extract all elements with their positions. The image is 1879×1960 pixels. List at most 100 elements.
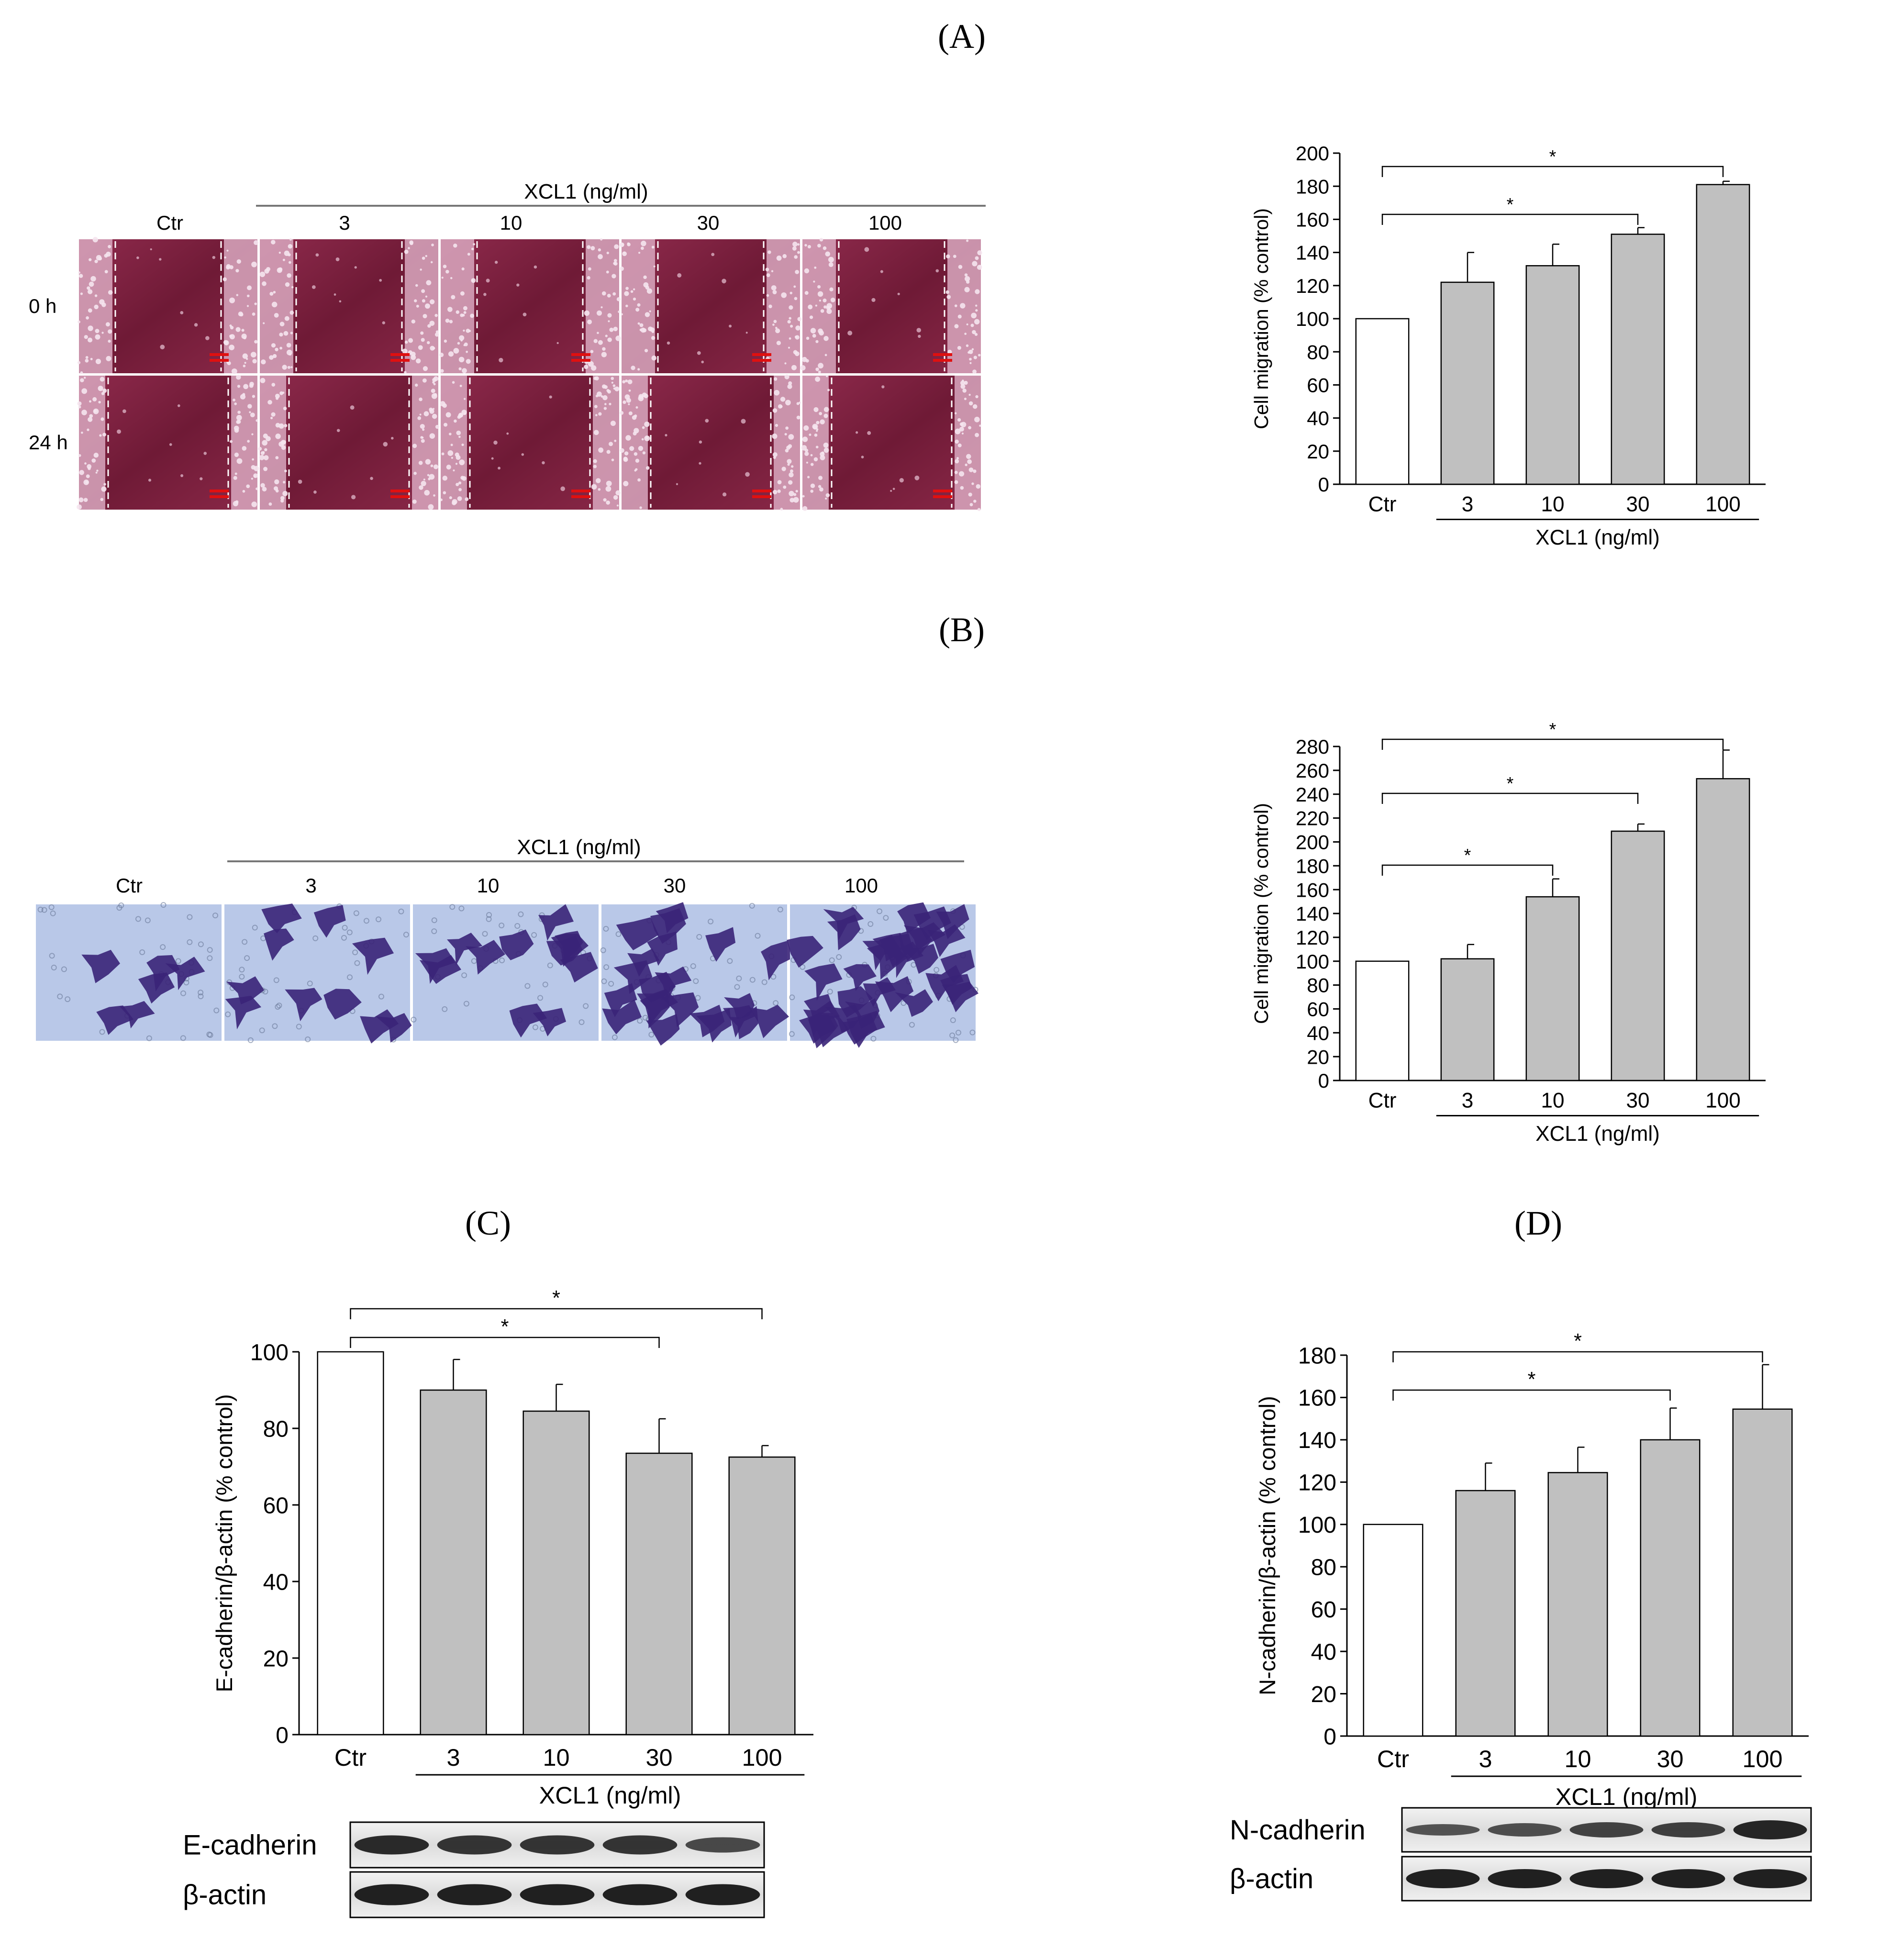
blot-row-label: E-cadherin xyxy=(183,1830,317,1861)
bar xyxy=(1525,896,1580,1081)
cell-speck xyxy=(235,327,241,332)
cell-speck xyxy=(434,393,437,397)
migrating-cell xyxy=(354,266,357,269)
cell-speck xyxy=(251,501,257,507)
migrated-cell xyxy=(323,989,362,1020)
scale-bar xyxy=(390,490,410,492)
cell-speck xyxy=(962,389,967,393)
cell-speck xyxy=(465,497,469,501)
migrating-cell xyxy=(916,328,922,333)
cell-speck xyxy=(972,261,978,267)
migrating-cell xyxy=(169,443,172,446)
cell-speck xyxy=(806,461,808,464)
cell-speck xyxy=(795,269,800,274)
significance-star: * xyxy=(1549,147,1557,167)
cell-speck xyxy=(638,395,644,401)
scale-bar xyxy=(390,353,410,356)
cell-speck xyxy=(966,344,969,347)
migrated-cell xyxy=(264,928,294,961)
cell-speck xyxy=(773,320,777,323)
significance-star: * xyxy=(1574,1330,1582,1353)
cell-speck xyxy=(954,470,958,474)
cell-speck xyxy=(254,302,257,305)
cell-speck xyxy=(776,255,782,261)
cell-speck xyxy=(408,338,413,343)
migrated-cell xyxy=(96,1005,133,1035)
membrane-pore xyxy=(160,902,167,908)
y-tick-label: 80 xyxy=(1311,1555,1336,1581)
blot-band xyxy=(1406,1869,1480,1888)
membrane-pore xyxy=(145,917,151,924)
cell-speck xyxy=(812,334,816,338)
cell-speck xyxy=(794,255,798,259)
cell-speck xyxy=(420,436,423,439)
cell-speck xyxy=(263,467,268,471)
membrane-pore xyxy=(518,911,524,917)
cell-speck xyxy=(95,334,100,340)
cell-speck xyxy=(973,356,977,359)
cell-speck xyxy=(92,237,98,243)
wound-col-label: 3 xyxy=(339,212,350,234)
cell-speck xyxy=(819,487,823,492)
cell-speck xyxy=(284,250,290,256)
cell-speck xyxy=(819,238,823,242)
migrated-cell xyxy=(360,1009,399,1044)
cell-speck xyxy=(278,441,284,447)
scale-bar xyxy=(571,490,590,492)
cell-speck xyxy=(590,350,594,353)
cell-speck xyxy=(85,358,89,363)
cell-speck xyxy=(955,439,959,444)
migrated-cell xyxy=(661,992,699,1027)
cell-speck xyxy=(443,265,447,268)
cell-speck xyxy=(275,434,281,439)
cell-speck xyxy=(287,273,291,278)
cell-speck xyxy=(78,320,81,323)
cell-speck xyxy=(101,486,107,492)
migrating-cell xyxy=(117,429,121,434)
x-tick-label: 3 xyxy=(1462,1089,1474,1113)
cell-speck xyxy=(288,244,293,249)
bar xyxy=(1440,281,1495,485)
cell-speck xyxy=(815,340,819,343)
cell-speck xyxy=(777,480,782,485)
membrane-pore xyxy=(41,907,47,913)
membrane-pore xyxy=(499,923,505,929)
scale-bar xyxy=(752,495,771,498)
cell-speck xyxy=(787,384,792,389)
cell-speck xyxy=(429,474,435,480)
bar xyxy=(1440,958,1495,1081)
migrating-cell xyxy=(136,256,139,259)
western-blot-c: E-cadherin β-actin xyxy=(183,1821,765,1918)
blot-band xyxy=(1488,1823,1562,1837)
scale-bar xyxy=(933,490,952,492)
cell-speck xyxy=(823,442,829,448)
migrating-cell xyxy=(847,331,853,336)
migrating-cell xyxy=(892,488,895,490)
cell-speck xyxy=(274,312,279,318)
migrating-cell xyxy=(699,462,701,465)
cell-speck xyxy=(285,282,290,287)
cell-speck xyxy=(814,266,817,269)
migrated-cell xyxy=(650,908,686,944)
cell-speck xyxy=(975,309,978,312)
cell-speck xyxy=(89,258,92,261)
cell-speck xyxy=(448,433,452,435)
membrane-pore xyxy=(486,916,492,922)
migrating-cell xyxy=(160,345,165,350)
migrated-cell xyxy=(538,904,574,941)
migrating-cell xyxy=(491,457,494,460)
cell-speck xyxy=(426,280,432,286)
cell-speck xyxy=(233,476,237,480)
y-tick-label: 100 xyxy=(250,1340,289,1365)
migrating-cell xyxy=(203,452,207,455)
cell-speck xyxy=(787,463,790,466)
migrated-cell xyxy=(499,929,534,960)
x-tick-label: 100 xyxy=(1705,493,1741,516)
y-tick-label: 60 xyxy=(263,1493,289,1518)
significance-bracket xyxy=(350,1336,660,1348)
cell-speck xyxy=(433,383,436,386)
western-blot-d: N-cadherin β-actin xyxy=(1230,1807,1812,1902)
cell-speck xyxy=(652,330,655,334)
migrating-cell xyxy=(336,429,340,432)
chart-a-migration: 0 20 40 60 80 100 120 140 160 180 200 Cell migratio… xyxy=(1250,142,1766,549)
